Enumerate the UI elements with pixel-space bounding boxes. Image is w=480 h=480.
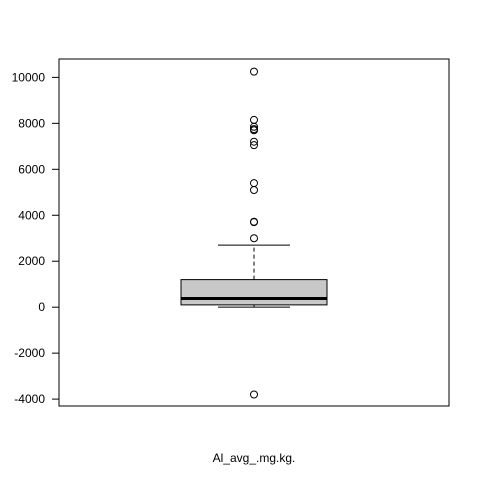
y-tick-label: 0 <box>38 300 45 314</box>
plot-frame <box>58 58 450 407</box>
y-tick-label: 2000 <box>18 254 45 268</box>
outlier-point <box>250 125 258 134</box>
outlier-point <box>250 234 258 243</box>
outlier-points <box>250 67 258 399</box>
outlier-point <box>250 67 258 76</box>
outlier-point <box>250 217 258 226</box>
iqr-box <box>180 279 328 306</box>
boxplot <box>180 244 328 308</box>
y-tick-label: -2000 <box>14 346 45 360</box>
outlier-point <box>250 390 258 399</box>
outlier-point <box>250 115 258 124</box>
outlier-point <box>250 137 258 146</box>
x-axis-label: Al_avg_.mg.kg. <box>213 451 296 465</box>
outlier-point <box>250 179 258 188</box>
y-axis: -4000 -2000 0 2000 4000 6000 8000 10000 <box>12 70 60 406</box>
y-tick-label: 6000 <box>18 162 45 176</box>
y-tick-label: -4000 <box>14 392 45 406</box>
outlier-point <box>250 141 258 150</box>
y-tick-label: 8000 <box>18 116 45 130</box>
outlier-point <box>250 185 258 194</box>
y-tick-label: 4000 <box>18 208 45 222</box>
y-tick-label: 10000 <box>12 70 46 84</box>
